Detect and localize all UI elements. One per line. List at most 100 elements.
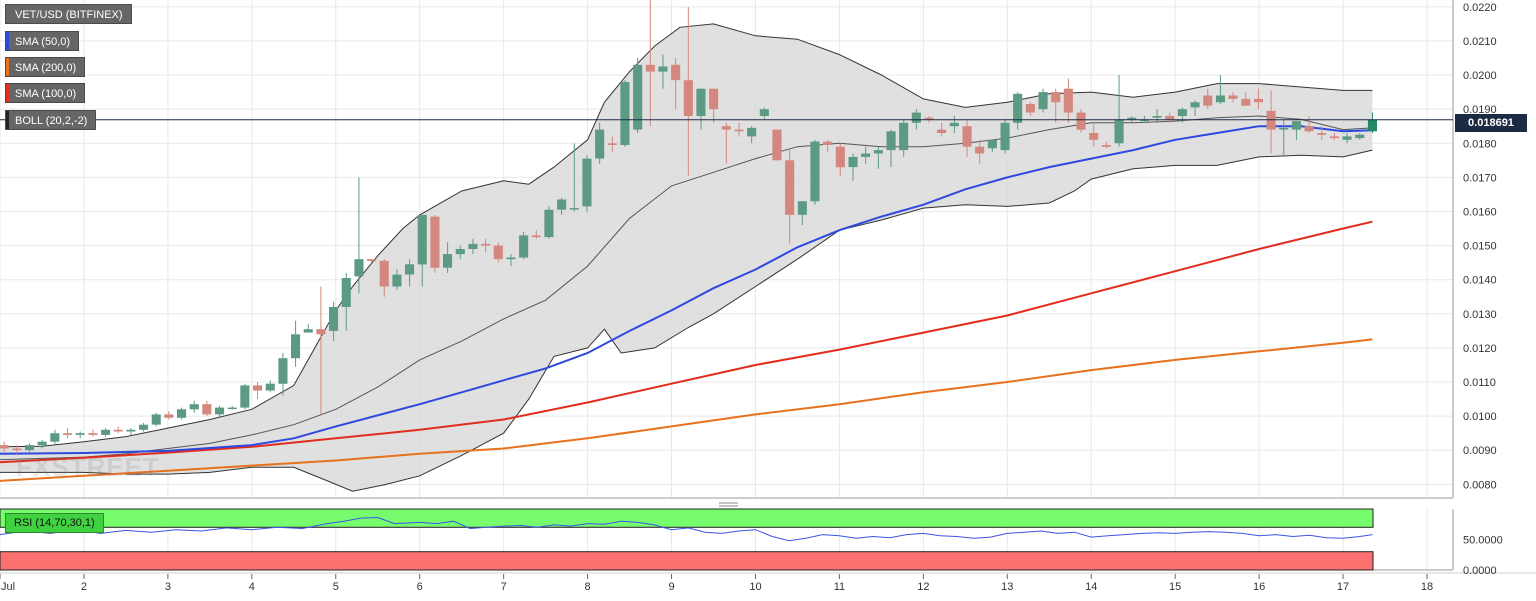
x-tick-label: 3 [165, 581, 171, 593]
candle-body [126, 429, 136, 432]
candle-body [354, 259, 364, 277]
candle-body [50, 433, 60, 442]
candle-body [1051, 92, 1061, 103]
candle-body [202, 404, 212, 415]
candle-body [303, 329, 313, 333]
candle-body [937, 129, 947, 133]
y-tick-label: 0.0160 [1463, 206, 1497, 218]
x-tick-label: 6 [417, 581, 423, 593]
candle-body [633, 64, 643, 130]
sma100-line [0, 220, 1373, 464]
candle-body [265, 383, 275, 391]
candle-body [443, 254, 453, 268]
candle-body [645, 64, 655, 72]
candle-body [189, 404, 199, 410]
candle-body [1317, 133, 1327, 135]
candle-body [582, 158, 592, 207]
candle-body [1329, 136, 1339, 139]
candle-body [620, 81, 630, 145]
candle-body [1152, 116, 1162, 118]
candle-body [607, 143, 617, 145]
candle-body [759, 109, 769, 116]
rsi-y-tick-label: 0.0000 [1463, 565, 1497, 577]
candle-body [696, 88, 706, 116]
x-tick-label: Jul [1, 581, 15, 593]
y-tick-label: 0.0080 [1463, 479, 1497, 491]
candle-body [1139, 119, 1149, 122]
candle-body [823, 141, 833, 145]
candle-body [455, 249, 465, 255]
candle-body [1114, 119, 1124, 144]
candle-body [709, 88, 719, 110]
candle-body [493, 245, 503, 260]
x-tick-label: 13 [1001, 581, 1013, 593]
candle-body [886, 131, 896, 151]
y-tick-label: 0.0090 [1463, 445, 1497, 457]
x-tick-label: 7 [501, 581, 507, 593]
watermark: FXSTREET [16, 452, 160, 482]
candle-body [481, 243, 491, 246]
bollinger-lower-line [0, 149, 1373, 492]
sma50-line [0, 125, 1373, 455]
y-tick-label: 0.0100 [1463, 411, 1497, 423]
candle-body [949, 122, 959, 127]
candle-body [975, 146, 985, 154]
candle-body [1101, 145, 1111, 147]
candle-body [1000, 122, 1010, 151]
candle-body [88, 433, 98, 435]
candle-body [1076, 112, 1086, 130]
candle-body [1038, 92, 1048, 110]
candle-body [1025, 104, 1035, 113]
candle-body [1127, 117, 1137, 120]
candle-body [747, 127, 757, 137]
candle-body [379, 260, 389, 287]
x-tick-label: 18 [1421, 581, 1433, 593]
candle-body [151, 414, 161, 425]
candle-body [1253, 98, 1263, 103]
y-tick-label: 0.0120 [1463, 343, 1497, 355]
candle-body [177, 409, 187, 418]
candle-body [417, 214, 427, 265]
candle-body [519, 235, 529, 258]
candle-body [316, 329, 326, 335]
candle-body [797, 201, 807, 215]
sma100-label[interactable]: SMA (100,0) [5, 83, 86, 103]
candle-body [595, 129, 605, 159]
candle-body [1367, 119, 1377, 132]
y-tick-label: 0.0110 [1463, 377, 1496, 389]
x-tick-label: 12 [917, 581, 929, 593]
candle-body [1355, 134, 1365, 139]
y-tick-label: 0.0130 [1463, 309, 1497, 321]
x-tick-label: 5 [333, 581, 339, 593]
y-tick-label: 0.0180 [1463, 138, 1497, 150]
rsi-label[interactable]: RSI (14,70,30,1) [5, 513, 104, 533]
candle-body [962, 126, 972, 147]
candle-body [139, 424, 149, 430]
x-tick-label: 8 [585, 581, 591, 593]
candle-body [37, 441, 47, 446]
rsi-y-tick-label: 50.0000 [1463, 535, 1503, 547]
x-tick-label: 10 [749, 581, 761, 593]
candle-body [1190, 102, 1200, 108]
y-tick-label: 0.0190 [1463, 104, 1497, 116]
candle-body [0, 445, 9, 449]
boll-label[interactable]: BOLL (20,2,-2) [5, 110, 97, 130]
candle-body [12, 448, 22, 451]
candle-body [291, 334, 301, 359]
candle-body [683, 80, 693, 116]
candle-body [1291, 121, 1301, 130]
bollinger-middle-line [0, 115, 1373, 461]
candle-body [253, 385, 263, 391]
sma50-label[interactable]: SMA (50,0) [5, 31, 80, 51]
candle-body [506, 257, 516, 260]
y-tick-label: 0.0150 [1463, 241, 1497, 253]
candle-body [987, 139, 997, 149]
sma200-label[interactable]: SMA (200,0) [5, 57, 86, 77]
candle-body [405, 264, 415, 275]
candle-body [1266, 110, 1276, 130]
candle-body [25, 445, 35, 451]
candle-body [1165, 116, 1175, 120]
candle-body [329, 307, 339, 331]
